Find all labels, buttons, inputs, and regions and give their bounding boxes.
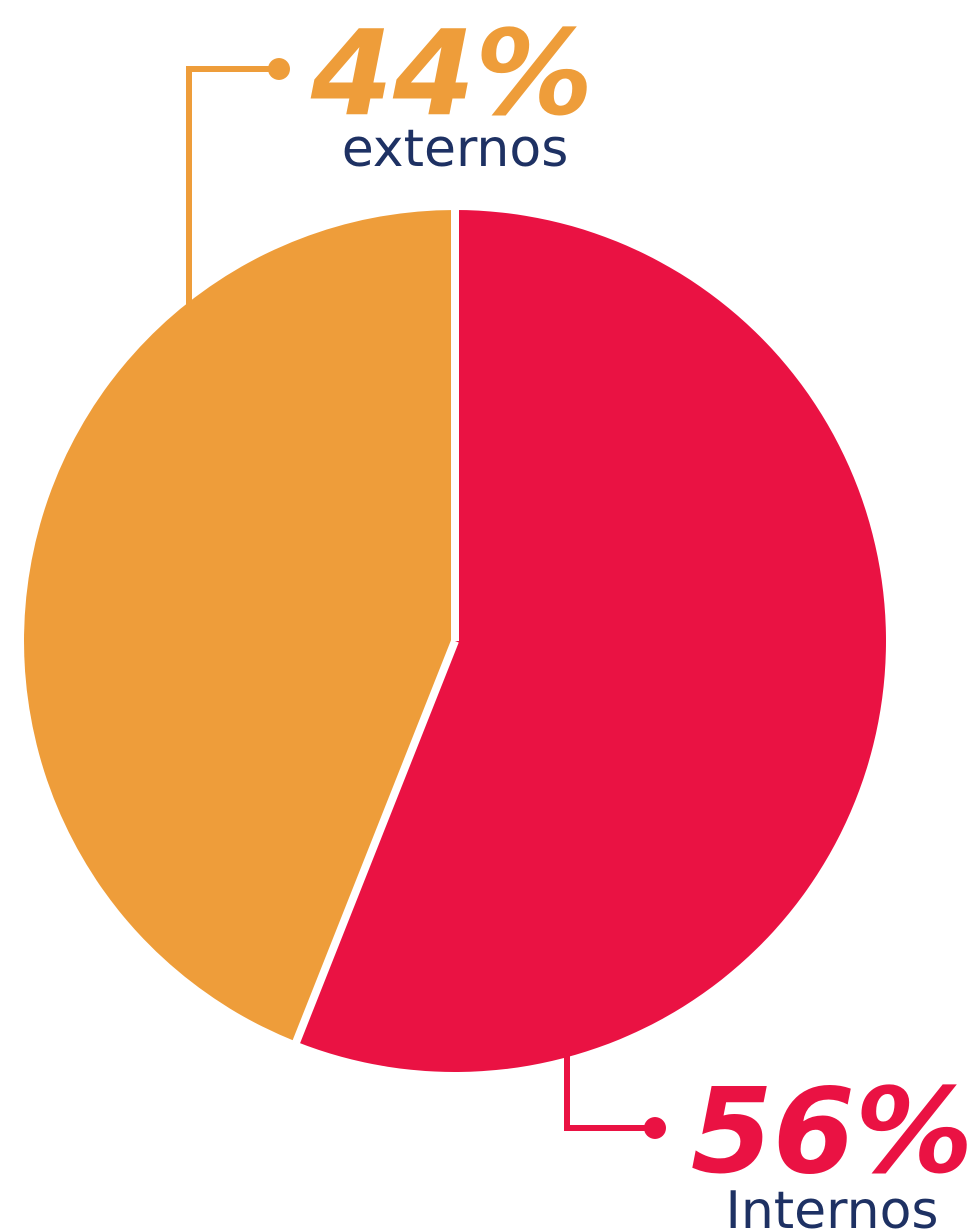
leader-dot-externos — [268, 58, 290, 80]
leader-line-internos — [564, 1055, 655, 1131]
leader-externos — [186, 58, 290, 305]
slice-value-externos: 44% — [310, 4, 593, 142]
slice-label-internos: Internos — [725, 1181, 938, 1232]
pie-slice-internos — [296, 210, 887, 1072]
pie-slices — [24, 209, 887, 1072]
slice-dividers — [291, 208, 459, 1046]
slice-label-externos: externos — [342, 119, 569, 179]
leader-internos — [564, 1055, 666, 1139]
slice-value-internos: 56% — [691, 1062, 973, 1200]
leader-line-externos — [186, 66, 279, 305]
pie-slice-externos — [24, 209, 456, 1042]
slice-divider — [291, 639, 459, 1046]
leader-dot-internos — [644, 1117, 666, 1139]
